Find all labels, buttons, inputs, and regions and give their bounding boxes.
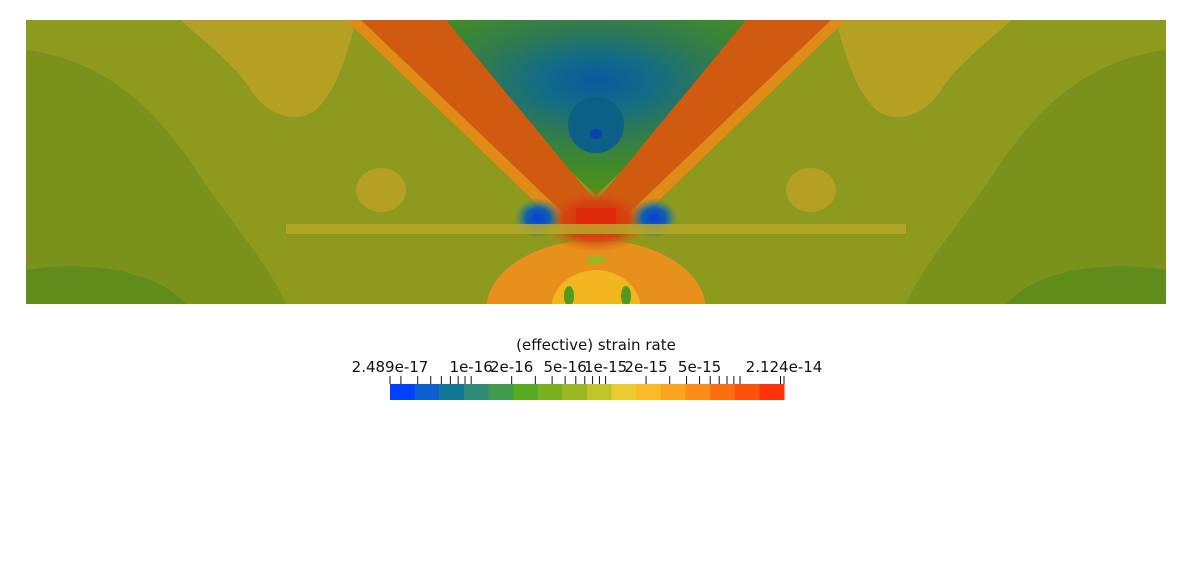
field-left-lowest (26, 266, 186, 304)
field-right-low (906, 50, 1166, 304)
colorbar-tick-label: 1e-16 (450, 358, 493, 376)
strain-rate-field (26, 20, 1166, 304)
shear-band-right (581, 20, 831, 230)
colorbar-swatch (587, 384, 613, 400)
field-interface (286, 224, 906, 234)
colorbar-swatch (660, 384, 686, 400)
colorbar-swatch (414, 384, 440, 400)
colorbar-swatch (390, 384, 416, 400)
colorbar-swatch (513, 384, 539, 400)
colorbar-swatch (685, 384, 711, 400)
colorbar-swatch (488, 384, 514, 400)
colorbar-tick-label: 2e-16 (490, 358, 533, 376)
shear-band-left (361, 20, 611, 230)
colorbar-swatch (710, 384, 736, 400)
field-bottom-green-a (564, 286, 574, 304)
colorbar-tick-label: 2.124e-14 (746, 358, 823, 376)
shear-band-right-edge (611, 20, 846, 232)
shear-band-left-edge (346, 20, 581, 232)
field-left-low (26, 50, 286, 304)
colorbar-swatch (611, 384, 637, 400)
colorbar-swatch (439, 384, 465, 400)
colorbar-swatch (759, 384, 785, 400)
field-bottom-green-b (621, 286, 631, 304)
field-right-lowest (1006, 266, 1166, 304)
colorbar-swatch (537, 384, 563, 400)
colorbar-swatch (636, 384, 662, 400)
colorbar-swatch (463, 384, 489, 400)
colorbar-swatch (734, 384, 760, 400)
field-left-small-patch (356, 168, 406, 212)
legend-title: (effective) strain rate (516, 336, 676, 354)
colorbar-tick-label: 5e-15 (678, 358, 721, 376)
field-left-upper-patch (181, 20, 356, 118)
field-bottom-green-c (586, 256, 606, 264)
field-v-dot (590, 129, 602, 139)
field-right-upper-patch (836, 20, 1011, 118)
colorbar-tick-label: 2.489e-17 (352, 358, 429, 376)
colorbar-swatch (562, 384, 588, 400)
colorbar-tick-label: 2e-15 (624, 358, 667, 376)
field-v-core (568, 97, 624, 153)
colorbar-tick-label: 5e-16 (544, 358, 587, 376)
field-right-small-patch (786, 168, 836, 212)
colorbar-tick-label: 1e-15 (584, 358, 627, 376)
